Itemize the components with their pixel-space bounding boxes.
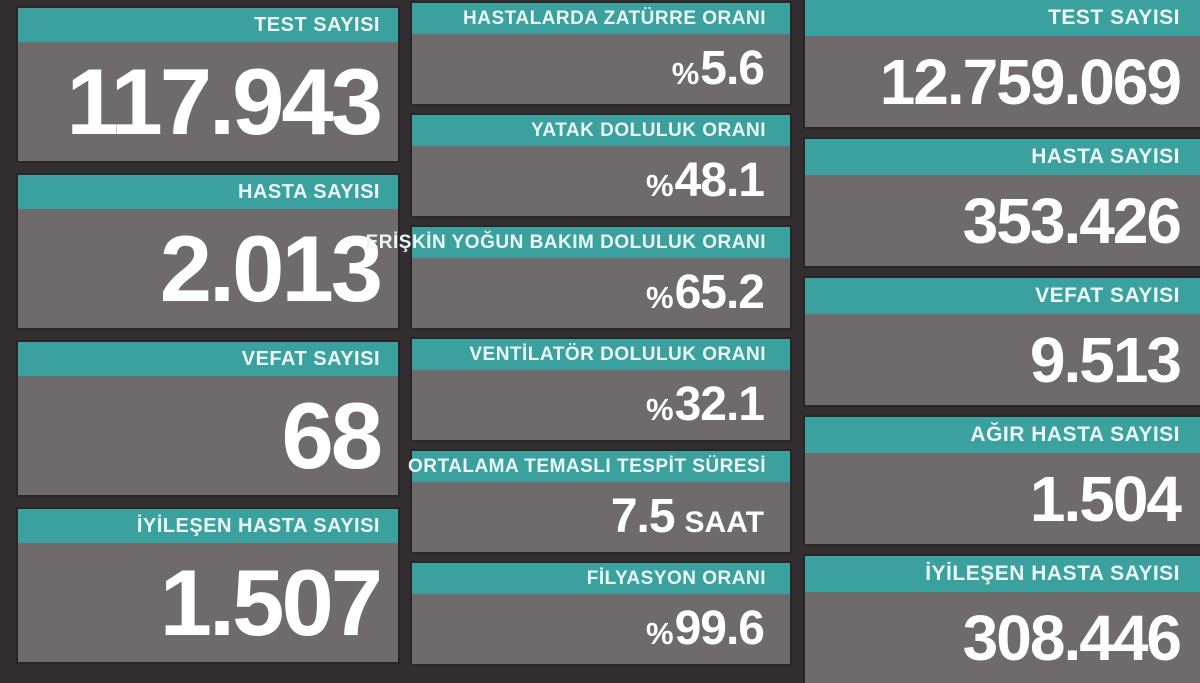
- stat-label: TEST SAYISI: [254, 13, 380, 36]
- card-filiation-rate: FİLYASYON ORANI % 99.6: [412, 563, 790, 664]
- card-daily-test-count: TEST SAYISI 117.943: [18, 8, 398, 161]
- stat-label: ERİŞKİN YOĞUN BAKIM DOLULUK ORANI: [365, 231, 766, 253]
- stat-value: 5.6: [700, 42, 765, 95]
- stat-value-area: 353.426: [805, 175, 1200, 266]
- stat-value: 32.1: [674, 378, 765, 431]
- percent-sign: %: [671, 56, 700, 91]
- stat-label: ORTALAMA TEMASLI TESPİT SÜRESİ: [407, 455, 766, 477]
- card-header: ORTALAMA TEMASLI TESPİT SÜRESİ: [408, 451, 790, 482]
- stat-value: 7.5: [610, 490, 676, 543]
- stat-value: 48.1: [674, 154, 765, 207]
- stat-value: 99.6: [674, 602, 765, 655]
- card-ventilator-occupancy-rate: VENTİLATÖR DOLULUK ORANI % 32.1: [412, 339, 790, 440]
- stat-label: İYİLEŞEN HASTA SAYISI: [136, 514, 380, 537]
- stat-value-area: 1.504: [805, 453, 1200, 544]
- card-severe-patient-count: AĞIR HASTA SAYISI 1.504: [805, 417, 1200, 544]
- stat-value: 65.2: [674, 266, 765, 319]
- card-header: TEST SAYISI: [805, 0, 1200, 36]
- stat-label: VENTİLATÖR DOLULUK ORANI: [469, 343, 766, 365]
- stat-value: 308.446: [962, 601, 1182, 674]
- stat-value-area: 68: [18, 376, 398, 495]
- card-header: TEST SAYISI: [18, 8, 398, 42]
- column-cumulative-counts: TEST SAYISI 12.759.069 HASTA SAYISI 353.…: [805, 0, 1200, 683]
- stat-value-area: 9.513: [805, 314, 1200, 405]
- card-header: VEFAT SAYISI: [805, 278, 1200, 314]
- stat-value: 1.504: [1029, 462, 1182, 535]
- card-header: İYİLEŞEN HASTA SAYISI: [805, 556, 1200, 592]
- stat-label: TEST SAYISI: [1048, 6, 1180, 29]
- card-avg-contact-tracing-time: ORTALAMA TEMASLI TESPİT SÜRESİ 7.5 SAAT: [408, 451, 790, 552]
- stat-value-area: % 65.2: [412, 258, 790, 328]
- percent-sign: %: [646, 168, 674, 203]
- stat-value-area: % 32.1: [412, 370, 790, 440]
- stat-value-area: 1.507: [18, 543, 398, 662]
- card-bed-occupancy-rate: YATAK DOLULUK ORANI % 48.1: [412, 115, 790, 216]
- percent-sign: %: [646, 280, 674, 315]
- card-header: VEFAT SAYISI: [18, 342, 398, 376]
- card-total-death-count: VEFAT SAYISI 9.513: [805, 278, 1200, 405]
- stat-value-area: 12.759.069: [805, 36, 1200, 127]
- stat-value-area: 308.446: [805, 592, 1200, 683]
- stat-value-area: % 99.6: [412, 594, 790, 664]
- stat-value-area: 2.013: [18, 209, 398, 328]
- stat-label: AĞIR HASTA SAYISI: [970, 423, 1180, 446]
- stat-value: 68: [281, 382, 383, 488]
- stat-value: 1.507: [159, 549, 383, 655]
- card-daily-recovered-count: İYİLEŞEN HASTA SAYISI 1.507: [18, 509, 398, 662]
- stat-label: HASTALARDA ZATÜRRE ORANI: [463, 7, 766, 29]
- card-header: FİLYASYON ORANI: [412, 563, 790, 594]
- stat-value-area: 7.5 SAAT: [412, 482, 790, 552]
- percent-sign: %: [646, 616, 674, 651]
- stat-value: 353.426: [962, 184, 1182, 257]
- stat-value: 117.943: [66, 48, 383, 154]
- stat-label: VEFAT SAYISI: [1035, 284, 1180, 307]
- stat-value-area: % 5.6: [412, 34, 790, 104]
- stat-value: 9.513: [1029, 323, 1182, 396]
- stat-label: FİLYASYON ORANI: [586, 567, 766, 589]
- card-total-test-count: TEST SAYISI 12.759.069: [805, 0, 1200, 127]
- column-rates: HASTALARDA ZATÜRRE ORANI % 5.6 YATAK DOLU…: [366, 0, 790, 675]
- column-daily-counts: TEST SAYISI 117.943 HASTA SAYISI 2.013 V…: [18, 0, 398, 675]
- stat-label: VEFAT SAYISI: [241, 347, 380, 370]
- stat-label: HASTA SAYISI: [1031, 145, 1180, 168]
- stat-value: 2.013: [159, 215, 383, 321]
- card-header: İYİLEŞEN HASTA SAYISI: [18, 509, 398, 543]
- stat-label: HASTA SAYISI: [238, 180, 380, 203]
- card-pneumonia-rate: HASTALARDA ZATÜRRE ORANI % 5.6: [412, 3, 790, 104]
- card-header: ERİŞKİN YOĞUN BAKIM DOLULUK ORANI: [366, 227, 790, 258]
- card-header: HASTA SAYISI: [18, 175, 398, 209]
- stat-label: İYİLEŞEN HASTA SAYISI: [925, 562, 1180, 585]
- stat-value-area: 117.943: [18, 42, 398, 161]
- card-total-recovered-count: İYİLEŞEN HASTA SAYISI 308.446: [805, 556, 1200, 683]
- card-adult-icu-occupancy-rate: ERİŞKİN YOĞUN BAKIM DOLULUK ORANI % 65.2: [366, 227, 790, 328]
- stat-value-area: % 48.1: [412, 146, 790, 216]
- percent-sign: %: [646, 392, 674, 427]
- card-daily-death-count: VEFAT SAYISI 68: [18, 342, 398, 495]
- unit-label: SAAT: [684, 506, 764, 539]
- stat-label: YATAK DOLULUK ORANI: [530, 119, 766, 141]
- card-header: AĞIR HASTA SAYISI: [805, 417, 1200, 453]
- card-header: VENTİLATÖR DOLULUK ORANI: [412, 339, 790, 370]
- card-total-case-count: HASTA SAYISI 353.426: [805, 139, 1200, 266]
- card-header: HASTA SAYISI: [805, 139, 1200, 175]
- card-daily-case-count: HASTA SAYISI 2.013: [18, 175, 398, 328]
- stat-value: 12.759.069: [879, 45, 1182, 118]
- card-header: HASTALARDA ZATÜRRE ORANI: [412, 3, 790, 34]
- card-header: YATAK DOLULUK ORANI: [412, 115, 790, 146]
